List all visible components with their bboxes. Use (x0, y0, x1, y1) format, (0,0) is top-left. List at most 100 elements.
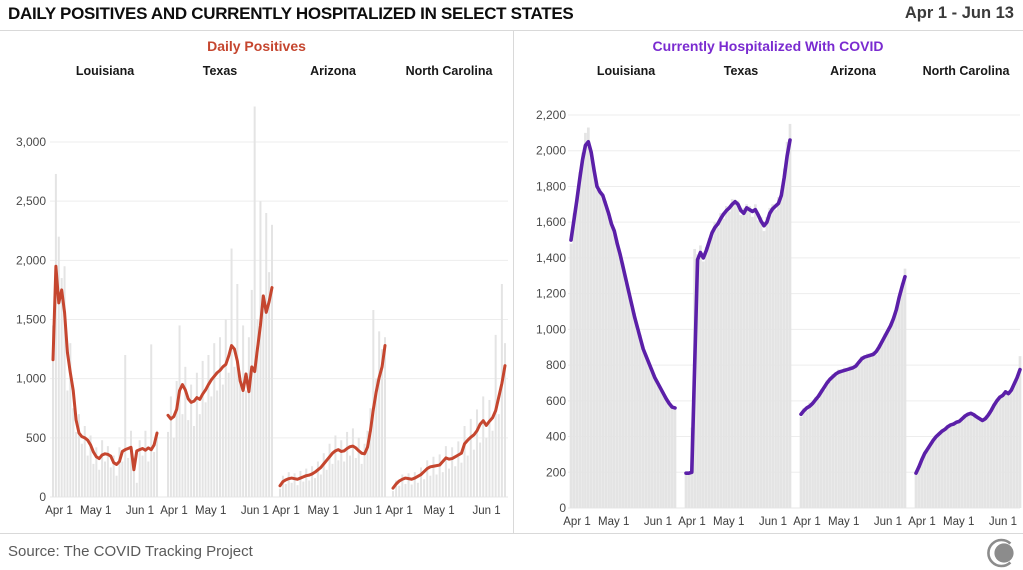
daily-bar (256, 319, 259, 497)
daily-bar (181, 414, 184, 497)
daily-bar (213, 343, 216, 497)
daily-bar (992, 403, 996, 508)
daily-bar (1018, 356, 1022, 508)
x-tick-label: May 1 (308, 505, 339, 517)
daily-bar (343, 461, 346, 497)
daily-bar (86, 455, 89, 497)
daily-bar (673, 407, 677, 508)
daily-bar (95, 447, 98, 497)
state-label-texas: Texas (723, 64, 759, 78)
daily-bar (722, 218, 725, 509)
daily-bar (476, 409, 478, 497)
daily-bar (664, 400, 668, 508)
daily-bar (429, 475, 432, 497)
daily-bar (375, 378, 378, 497)
daily-bar (239, 384, 242, 497)
daily-bar (230, 248, 233, 497)
x-tick-label: Apr 1 (385, 505, 413, 517)
daily-bar (610, 220, 613, 508)
charts-row: Daily Positives Louisiana Texas Arizona … (0, 31, 1023, 533)
daily-bar (299, 470, 302, 497)
daily-bar (716, 227, 720, 509)
state-label-texas: Texas (202, 64, 238, 78)
daily-bar (687, 472, 691, 508)
daily-bar (883, 333, 887, 508)
state-label-arizona: Arizona (310, 64, 356, 78)
daily-bar (960, 420, 964, 508)
daily-bar (871, 351, 875, 508)
daily-bar (647, 365, 651, 508)
daily-bar (730, 198, 734, 508)
daily-bar (756, 220, 760, 508)
daily-bar (759, 216, 763, 508)
y-tick-label: 2,200 (536, 108, 566, 122)
daily-bar (109, 467, 112, 497)
daily-bar (63, 266, 66, 497)
daily-bar (892, 320, 895, 508)
daily-bar (656, 381, 660, 508)
daily-bar (293, 473, 296, 497)
daily-bar (57, 236, 60, 498)
daily-bar (1001, 397, 1005, 508)
date-range-label: Apr 1 - Jun 13 (904, 4, 1014, 22)
daily-bar (598, 188, 602, 508)
daily-bar (363, 443, 366, 497)
daily-bar (802, 407, 806, 508)
daily-bar (886, 332, 890, 508)
daily-bar (779, 190, 783, 508)
x-tick-label: Apr 1 (563, 516, 591, 528)
daily-bar (863, 358, 866, 508)
daily-bar (914, 474, 918, 508)
hospitalized-title: Currently Hospitalized With COVID (652, 38, 884, 54)
daily-bar (491, 430, 494, 497)
daily-bar (1004, 390, 1007, 508)
daily-bar (138, 440, 141, 497)
daily-bar (937, 435, 941, 508)
daily-bar (351, 428, 354, 497)
daily-bar (83, 426, 86, 497)
trend-line (569, 140, 677, 410)
daily-bar (54, 173, 57, 497)
daily-bar (423, 479, 426, 497)
x-tick-label: Apr 1 (793, 516, 821, 528)
daily-bar (998, 395, 1002, 508)
trend-line (51, 264, 159, 472)
daily-bar (659, 390, 662, 508)
daily-bar (201, 360, 204, 497)
daily-bar (840, 373, 843, 508)
daily-bar (601, 198, 605, 508)
x-tick-label: Jun 1 (874, 516, 902, 528)
state-label-arizona: Arizona (830, 64, 876, 78)
daily-bar (346, 431, 349, 497)
daily-bar (713, 222, 717, 508)
daily-bar (268, 272, 271, 497)
y-tick-label: 2,000 (16, 253, 46, 267)
daily-bar (144, 430, 147, 497)
daily-bar (814, 397, 817, 508)
daily-bar (627, 288, 631, 508)
daily-bar (788, 123, 792, 509)
daily-bar (302, 481, 305, 497)
x-tick-label: Apr 1 (908, 516, 936, 528)
trend-line (166, 286, 274, 421)
daily-bar (221, 384, 224, 497)
daily-bar (808, 402, 812, 508)
daily-bar (130, 430, 132, 497)
header-bar: DAILY POSITIVES AND CURRENTLY HOSPITALIZ… (0, 0, 1023, 31)
daily-bar (135, 482, 138, 497)
daily-bar (216, 390, 219, 497)
daily-bar (929, 442, 932, 508)
daily-bar (366, 430, 369, 497)
y-tick-label: 1,500 (16, 313, 46, 327)
daily-bar (457, 441, 460, 497)
daily-bar (369, 408, 372, 497)
daily-bar (662, 391, 665, 508)
daily-bar (169, 396, 172, 497)
daily-bar (975, 415, 979, 508)
daily-bar (572, 213, 576, 508)
daily-bar (854, 363, 858, 508)
x-tick-label: Apr 1 (160, 505, 188, 517)
daily-bar (782, 168, 786, 508)
page-title: DAILY POSITIVES AND CURRENTLY HOSPITALIZ… (8, 4, 574, 23)
trend-line (278, 344, 387, 488)
